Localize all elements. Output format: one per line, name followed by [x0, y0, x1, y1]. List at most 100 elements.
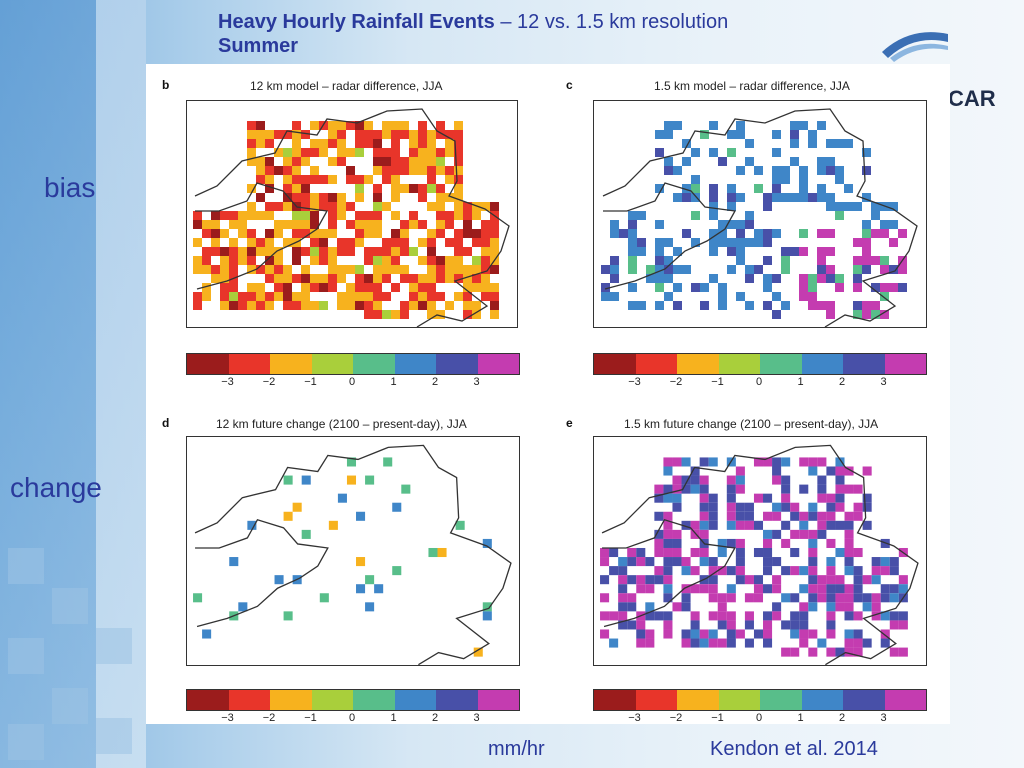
- grid-cell: [889, 647, 899, 657]
- grid-cell: [853, 265, 862, 274]
- grid-cell: [337, 139, 346, 148]
- grid-cell: [238, 229, 247, 238]
- grid-cell: [826, 647, 836, 657]
- grid-cell: [844, 529, 854, 539]
- grid-cell: [310, 148, 319, 157]
- grid-cell: [790, 647, 800, 657]
- grid-cell: [700, 130, 709, 139]
- grid-cell: [664, 265, 673, 274]
- grid-cell: [753, 493, 764, 503]
- panel-letter-e: e: [566, 416, 573, 430]
- grid-cell: [835, 575, 845, 585]
- grid-cell: [256, 193, 265, 202]
- grid-cell: [355, 229, 364, 238]
- grid-cell: [835, 502, 845, 512]
- grid-cell: [427, 292, 436, 301]
- grid-cell: [853, 638, 863, 648]
- grid-cell: [418, 301, 427, 310]
- colorbar-swatch: [884, 354, 926, 374]
- grid-cell: [346, 457, 357, 467]
- grid-cell: [445, 274, 454, 283]
- grid-cell: [709, 211, 718, 220]
- grid-cell: [682, 265, 691, 274]
- colorbar-tick-label: 1: [797, 712, 804, 724]
- grid-cell: [717, 611, 727, 621]
- grid-cell: [472, 283, 481, 292]
- grid-cell: [799, 166, 808, 175]
- grid-cell: [364, 220, 373, 229]
- grid-cell: [463, 229, 472, 238]
- grid-cell: [726, 611, 736, 621]
- grid-cell: [301, 220, 310, 229]
- grid-cell: [898, 584, 908, 594]
- grid-cell: [727, 184, 736, 193]
- grid-cell: [373, 274, 382, 283]
- grid-cell: [853, 575, 863, 585]
- grid-cell: [628, 220, 637, 229]
- grid-cell: [472, 238, 481, 247]
- grid-cell: [654, 529, 664, 539]
- grid-cell: [672, 484, 682, 494]
- grid-cell: [391, 256, 400, 265]
- grid-cell: [409, 148, 418, 157]
- colorbar-swatch: [801, 690, 843, 710]
- grid-cell: [826, 557, 836, 567]
- grid-cell: [256, 283, 265, 292]
- grid-cell: [817, 593, 827, 603]
- grid-cell: [454, 166, 463, 175]
- grid-cell: [373, 220, 382, 229]
- grid-cell: [337, 202, 346, 211]
- grid-cell: [328, 202, 337, 211]
- grid-cell: [744, 520, 754, 530]
- grid-cell: [690, 611, 700, 621]
- grid-cell: [265, 229, 274, 238]
- grid-cell: [708, 566, 718, 576]
- map-panel-b: [186, 100, 518, 328]
- grid-cell: [790, 547, 800, 558]
- grid-cell: [346, 166, 355, 175]
- grid-cell: [247, 184, 256, 193]
- grid-cell: [292, 502, 302, 512]
- grid-cell: [844, 611, 854, 621]
- grid-cell: [409, 130, 418, 139]
- colorbar-tick-label: 1: [390, 376, 397, 388]
- grid-cell: [808, 538, 818, 548]
- grid-cell: [247, 121, 256, 130]
- grid-cell: [763, 493, 773, 503]
- grid-cell: [256, 301, 265, 310]
- grid-cell: [283, 292, 292, 301]
- grid-cell: [880, 229, 889, 238]
- grid-cell: [636, 547, 646, 558]
- grid-cell: [610, 292, 619, 301]
- grid-cell: [663, 466, 673, 476]
- grid-cell: [463, 283, 472, 292]
- grid-cell: [301, 184, 310, 193]
- grid-cell: [600, 575, 610, 585]
- grid-cell: [391, 157, 400, 166]
- grid-cell: [481, 256, 490, 265]
- grid-cell: [310, 202, 319, 211]
- grid-cell: [772, 130, 781, 139]
- grid-cell: [754, 238, 763, 247]
- grid-cell: [735, 520, 745, 530]
- grid-cell: [817, 274, 826, 283]
- grid-cell: [664, 274, 673, 283]
- grid-cell: [763, 301, 772, 310]
- grid-cell: [889, 283, 898, 292]
- colorbar-swatch: [270, 354, 312, 374]
- grid-cell: [481, 202, 490, 211]
- grid-cell: [826, 274, 835, 283]
- grid-cell: [880, 557, 890, 567]
- grid-cell: [663, 629, 673, 639]
- grid-cell: [717, 547, 727, 558]
- grid-cell: [256, 292, 265, 301]
- grid-cell: [663, 484, 673, 494]
- grid-cell: [409, 274, 418, 283]
- grid-cell: [700, 283, 709, 292]
- grid-cell: [355, 184, 364, 193]
- grid-cell: [708, 593, 718, 603]
- grid-cell: [753, 520, 764, 530]
- grid-cell: [799, 484, 809, 494]
- grid-cell: [418, 256, 427, 265]
- grid-cell: [364, 247, 373, 256]
